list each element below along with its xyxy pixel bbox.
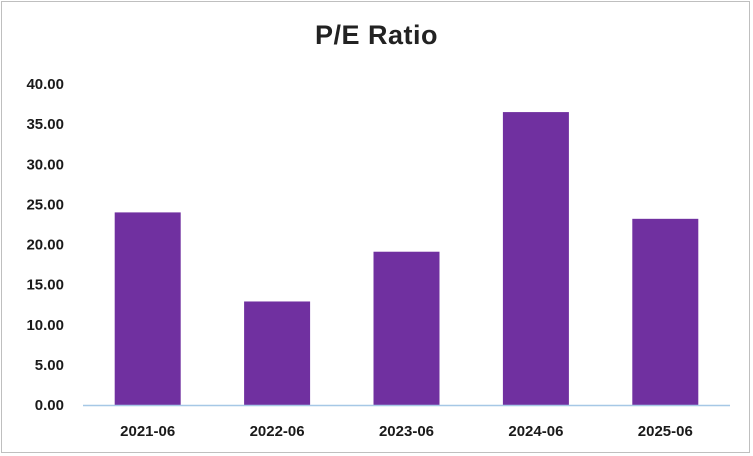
y-tick-label: 10.00: [26, 317, 64, 334]
y-tick-label: 5.00: [35, 357, 64, 374]
x-tick-label: 2021-06: [120, 423, 175, 440]
x-axis-ticks: 2021-06 2022-06 2023-06 2024-06 2025-06: [120, 423, 693, 440]
bar-2022-06: [244, 301, 311, 405]
y-tick-label: 35.00: [26, 116, 64, 133]
y-axis-ticks: 0.00 5.00 10.00 15.00 20.00 25.00 30.00 35.00 40…: [26, 76, 64, 414]
bar-2024-06: [502, 112, 569, 406]
y-tick-label: 25.00: [26, 196, 64, 213]
y-tick-label: 40.00: [26, 76, 64, 93]
bar-2023-06: [373, 251, 440, 405]
x-tick-label: 2022-06: [250, 423, 305, 440]
bars: [114, 112, 699, 406]
y-tick-label: 20.00: [26, 237, 64, 254]
y-tick-label: 0.00: [35, 397, 64, 414]
y-tick-label: 30.00: [26, 156, 64, 173]
x-tick-label: 2024-06: [508, 423, 563, 440]
bar-2025-06: [632, 218, 699, 405]
y-tick-label: 15.00: [26, 277, 64, 294]
bar-2021-06: [114, 212, 181, 405]
chart-title: P/E Ratio: [314, 20, 439, 50]
x-tick-label: 2025-06: [638, 423, 693, 440]
x-tick-label: 2023-06: [379, 423, 434, 440]
